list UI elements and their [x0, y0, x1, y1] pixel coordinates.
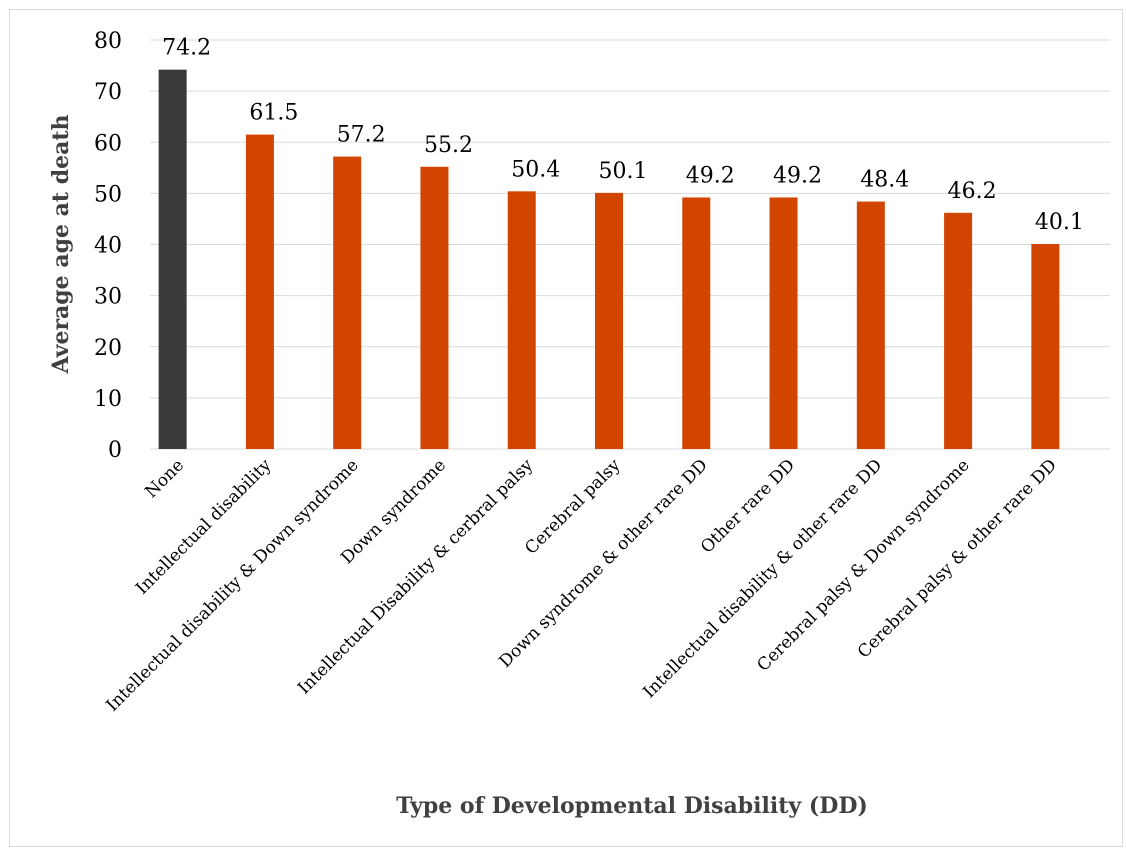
- data-label: 57.2: [337, 123, 386, 148]
- y-tick-label: 70: [94, 80, 122, 105]
- bar: [856, 201, 885, 449]
- bar: [420, 166, 449, 450]
- data-label: 61.5: [249, 101, 298, 126]
- x-tick-label: None: [141, 455, 188, 502]
- data-label: 74.2: [162, 36, 211, 61]
- y-tick-label: 30: [94, 285, 122, 310]
- bar: [595, 192, 623, 449]
- y-tick-label: 10: [94, 387, 122, 412]
- y-tick-label: 40: [94, 234, 122, 259]
- x-axis-title: Type of Developmental Disability (DD): [396, 793, 868, 819]
- y-tick-label: 60: [94, 131, 122, 156]
- data-label: 55.2: [424, 133, 473, 158]
- data-label: 49.2: [773, 163, 822, 188]
- bar: [682, 197, 711, 449]
- y-tick-label: 50: [94, 182, 122, 207]
- bar: [158, 69, 187, 449]
- bar: [507, 191, 536, 449]
- x-tick-label: Other rare DD: [697, 455, 799, 557]
- data-label: 46.2: [948, 179, 997, 204]
- bar: [1031, 243, 1060, 449]
- data-label: 50.4: [511, 157, 560, 182]
- x-tick-label: Cerebral palsy & other rare DD: [854, 455, 1061, 662]
- bars: [158, 69, 1060, 450]
- data-labels: 74.2 61.5 57.2 55.2 50.4 50.1 49.2 49.2 48.4 46.2…: [162, 36, 1084, 235]
- data-label: 49.2: [686, 163, 735, 188]
- bar: [944, 212, 973, 449]
- chart-frame: [9, 9, 1123, 847]
- y-tick-label: 0: [108, 438, 122, 463]
- data-label: 50.1: [599, 159, 648, 184]
- data-label: 48.4: [860, 168, 909, 193]
- bar: [333, 156, 362, 449]
- y-tick-label: 20: [94, 336, 122, 361]
- bar: [245, 134, 274, 450]
- data-label: 40.1: [1035, 210, 1084, 235]
- y-axis-ticks: 0 10 20 30 40 50 60 70 80: [94, 29, 122, 463]
- bar: [769, 197, 798, 449]
- y-tick-label: 80: [94, 29, 122, 54]
- y-axis-title: Average age at death: [48, 114, 74, 374]
